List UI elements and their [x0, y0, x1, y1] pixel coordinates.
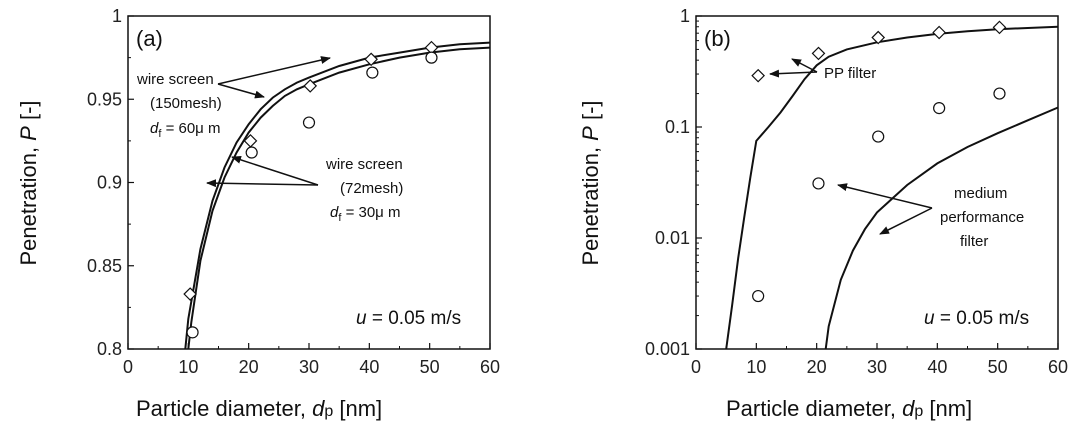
- annotation-arrow-upper: [231, 155, 319, 186]
- annotation-arrow-upper: [837, 183, 933, 209]
- y-tick-label: 0.9: [97, 173, 122, 193]
- x-tick-label: 0: [123, 357, 133, 377]
- circle-point: [872, 130, 885, 143]
- x-tick-label: 20: [239, 357, 259, 377]
- x-tick-label: 40: [927, 357, 947, 377]
- y-tick-label: 0.8: [97, 339, 122, 359]
- diamond-point: [364, 52, 378, 67]
- chart-a-panel-label: (a): [136, 26, 163, 51]
- chart-b: 0 10 20 30 40 50 60 0.001 0.01 0.1 1 (b) PP filter…: [578, 6, 1068, 421]
- annotation-150mesh-line1: wire screen: [136, 71, 214, 88]
- circle-point: [993, 87, 1006, 100]
- chart-a-x-axis-label: Particle diameter, dp [nm]: [136, 396, 382, 421]
- x-tick-label: 40: [359, 357, 379, 377]
- diamond-point: [303, 79, 318, 93]
- annotation-medium-filter-line2: performance: [940, 209, 1024, 226]
- circle-point: [933, 102, 946, 115]
- chart-b-ticks: 0 10 20 30 40 50 60 0.001 0.01 0.1 1: [645, 6, 1068, 377]
- circle-point: [186, 326, 199, 339]
- annotation-arrow-lower: [879, 207, 933, 235]
- y-tick-label: 0.1: [665, 117, 690, 137]
- chart-a: 0 10 20 30 40 50 60 0.8 0.85 0.9 0.95 1 (a) wire sc…: [16, 6, 500, 421]
- x-tick-label: 30: [867, 357, 887, 377]
- x-tick-label: 60: [480, 357, 500, 377]
- circle-point: [752, 289, 765, 303]
- chart-a-ticks: 0 10 20 30 40 50 60 0.8 0.85 0.9 0.95 1: [87, 6, 500, 377]
- chart-a-curves: [184, 41, 491, 350]
- x-tick-label: 10: [178, 357, 198, 377]
- annotation-medium-filter-line1: medium: [954, 185, 1007, 202]
- chart-b-points: [751, 20, 1007, 303]
- chart-a-y-axis-label: Penetration, P [-]: [16, 100, 41, 265]
- chart-b-annotation-medium-filter: medium performance filter: [837, 183, 1024, 250]
- x-tick-label: 60: [1048, 357, 1068, 377]
- circle-point: [812, 177, 825, 190]
- diamond-point: [183, 287, 197, 301]
- chart-b-panel-label: (b): [704, 26, 731, 51]
- chart-b-curves: [725, 25, 1059, 350]
- annotation-arrow-lower: [217, 83, 265, 99]
- chart-b-condition: u = 0.05 m/s: [924, 308, 1029, 329]
- chart-a-plot-frame: [127, 15, 491, 350]
- annotation-medium-filter-line3: filter: [960, 233, 988, 250]
- series-3-line: [187, 46, 491, 350]
- y-tick-label: 0.001: [645, 339, 690, 359]
- x-tick-label: 50: [988, 357, 1008, 377]
- series-2-line: [725, 25, 1059, 350]
- chart-b-x-axis-label: Particle diameter, dp [nm]: [726, 396, 972, 421]
- annotation-72mesh-line2: (72mesh): [340, 180, 403, 197]
- y-tick-label: 0.85: [87, 256, 122, 276]
- chart-b-plot-frame: [695, 15, 1059, 350]
- y-tick-label: 0.95: [87, 89, 122, 109]
- annotation-arrow-upper: [791, 58, 818, 73]
- annotation-arrow-upper: [217, 56, 331, 85]
- x-tick-label: 50: [420, 357, 440, 377]
- chart-a-condition: u = 0.05 m/s: [356, 308, 461, 329]
- annotation-arrow-lower: [206, 179, 319, 188]
- y-tick-label: 1: [680, 6, 690, 26]
- diamond-point: [811, 46, 826, 61]
- y-tick-label: 1: [112, 6, 122, 26]
- annotation-150mesh-line2: (150mesh): [150, 95, 222, 112]
- y-tick-label: 0.01: [655, 228, 690, 248]
- x-tick-label: 30: [299, 357, 319, 377]
- series-2-line: [184, 41, 491, 350]
- circle-point: [302, 116, 316, 129]
- annotation-pp-filter-label: PP filter: [824, 65, 876, 82]
- annotation-72mesh-line1: wire screen: [325, 156, 403, 173]
- circle-point: [425, 51, 438, 64]
- x-tick-label: 0: [691, 357, 701, 377]
- chart-b-annotation-pp-filter: PP filter: [769, 58, 876, 82]
- diamond-point: [992, 20, 1007, 35]
- chart-a-points: [183, 40, 439, 339]
- chart-b-y-axis-label: Penetration, P [-]: [578, 100, 603, 265]
- annotation-72mesh-diameter: df = 30μ m: [330, 204, 401, 224]
- x-tick-label: 10: [746, 357, 766, 377]
- diamond-point: [932, 25, 946, 40]
- circle-point: [245, 146, 258, 159]
- chart-a-annotation-150mesh: wire screen (150mesh) df = 60μ m: [136, 56, 331, 140]
- annotation-150mesh-diameter: df = 60μ m: [150, 120, 221, 140]
- circle-point: [366, 66, 379, 79]
- diamond-point: [871, 30, 886, 45]
- chart-a-annotation-72mesh: wire screen (72mesh) df = 30μ m: [206, 155, 403, 224]
- annotation-arrow-lower: [769, 69, 818, 78]
- diamond-point: [751, 68, 765, 83]
- x-tick-label: 20: [807, 357, 827, 377]
